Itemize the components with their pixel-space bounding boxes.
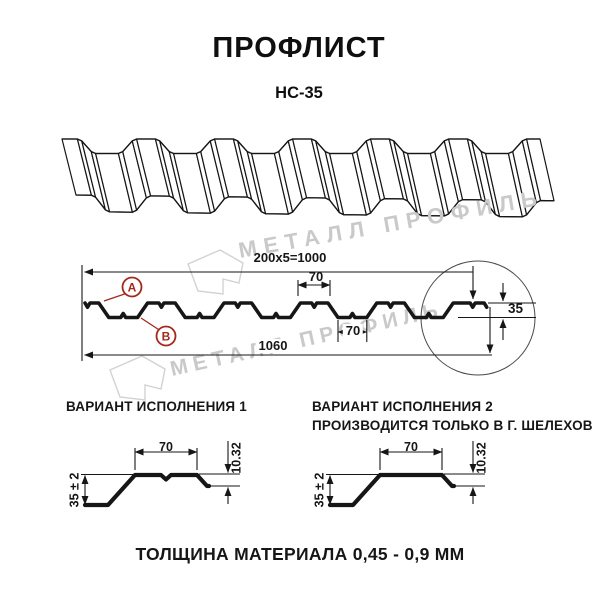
page-title: ПРОФЛИСТ	[212, 32, 386, 64]
watermark-logo-icon	[187, 249, 244, 295]
variant2-note: ПРОИЗВОДИТСЯ ТОЛЬКО В Г. ШЕЛЕХОВ	[312, 418, 593, 433]
dim-pitch-total: 200x5=1000	[253, 250, 327, 265]
watermark-layer: МЕТАЛЛ ПРОФИЛЬ МЕТАЛЛ ПРОФИЛЬ	[109, 185, 546, 401]
variant2-title: ВАРИАНТ ИСПОЛНЕНИЯ 2	[312, 399, 493, 414]
dim-profile-height: 35	[508, 301, 524, 316]
profile-code: НС-35	[275, 84, 323, 102]
variant2-dim-top-width: 70	[404, 440, 418, 454]
variant1-dim-height: 35 ± 2	[67, 472, 82, 508]
dim-rib-top-width: 70	[308, 269, 324, 284]
variant2-dim-lip-height: 10.32	[474, 442, 489, 474]
watermark-logo-icon	[109, 355, 166, 401]
variant1-dim-lip-height: 10.32	[229, 442, 244, 474]
dim-overall-width: 1060	[255, 339, 291, 353]
dim-rib-bottom-width: 70	[342, 324, 364, 338]
callout-label-a: А	[127, 280, 137, 295]
variant1-dim-top-width: 70	[159, 440, 173, 454]
variant2-dim-height: 35 ± 2	[312, 472, 327, 508]
sheet-3d-drawing	[61, 138, 555, 218]
callout-label-b: В	[161, 329, 171, 344]
variant-detail-drawings	[81, 441, 485, 508]
watermark-text-diagonal-lower: МЕТАЛЛ ПРОФИЛЬ	[168, 298, 445, 381]
material-thickness-note: ТОЛЩИНА МАТЕРИАЛА 0,45 - 0,9 ММ	[135, 544, 465, 564]
variant1-title: ВАРИАНТ ИСПОЛНЕНИЯ 1	[66, 399, 247, 414]
